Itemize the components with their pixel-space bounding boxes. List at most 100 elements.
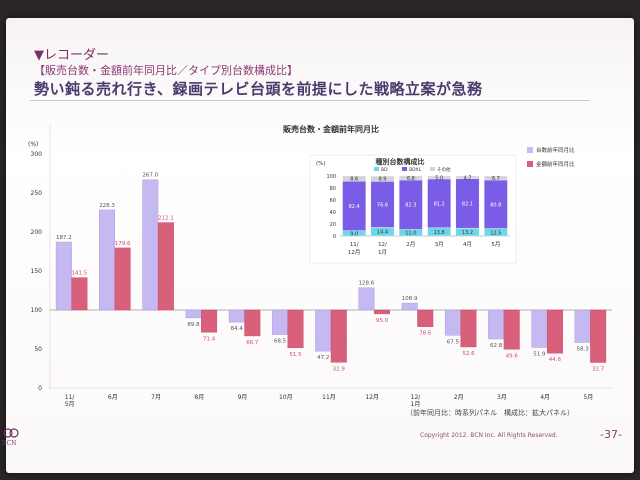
data-label: 228.3	[99, 203, 115, 209]
slide-headline: 勢い鈍る売れ行き、録画テレビ台頭を前提にした戦略立案が急務	[34, 80, 483, 98]
y-tick-label: 150	[31, 268, 43, 275]
bar-units	[272, 309, 288, 335]
x-tick-label: 11/5月	[65, 394, 76, 408]
bar-units	[444, 309, 461, 336]
bar-amount	[460, 309, 477, 348]
data-label: 187.2	[56, 235, 72, 241]
inset-legend-label: BD	[381, 167, 388, 173]
y-tick-label: 100	[31, 307, 43, 314]
bar-units	[358, 287, 375, 311]
data-label: 84.4	[231, 326, 244, 332]
x-tick-label: 2月	[454, 394, 464, 401]
x-tick-label: 6月	[108, 394, 118, 401]
data-label: 32.9	[333, 366, 346, 372]
inset-y-tick: 0	[333, 234, 336, 240]
inset-segment-label: 82.4	[349, 204, 360, 210]
data-label: 67.5	[447, 339, 460, 345]
bar-units	[142, 179, 159, 311]
x-tick-label: 12月	[365, 394, 379, 401]
page-number: -37-	[600, 428, 622, 441]
bar-amount	[546, 309, 563, 354]
chart-title: 販売台数・金額前年同月比	[283, 124, 379, 134]
bar-units	[185, 309, 202, 319]
inset-x-tick: 2月	[406, 241, 415, 248]
inset-segment-label: 82.1	[462, 201, 473, 207]
inset-segment-label: 80.8	[490, 202, 501, 208]
data-label: 212.1	[158, 216, 174, 222]
data-label: 71.4	[203, 336, 216, 342]
data-label: 78.6	[419, 331, 432, 337]
bar-amount	[590, 309, 607, 363]
inset-x-tick: 12/1月	[378, 242, 387, 256]
inset-y-tick: 80	[330, 186, 336, 192]
bcn-logo-icon	[3, 428, 19, 438]
inset-legend-swatch	[430, 167, 435, 171]
inset-title: 種別台数構成比	[376, 157, 425, 166]
data-label: 49.6	[506, 353, 519, 359]
bar-units	[488, 309, 505, 340]
inset-segment-その他	[427, 175, 451, 180]
title-divider	[30, 100, 590, 101]
data-label: 47.2	[317, 355, 329, 361]
legend-swatch	[527, 147, 533, 153]
inset-segment-label: 9.0	[350, 231, 358, 237]
inset-y-tick: 60	[330, 198, 336, 204]
x-tick-label: 10月	[279, 394, 293, 401]
inset-segment-その他	[455, 175, 480, 179]
x-tick-label: 8月	[194, 394, 204, 401]
inset-y-tick: 20	[330, 222, 336, 228]
data-label: 89.8	[187, 322, 200, 328]
x-tick-label: 5月	[583, 394, 593, 401]
bar-units	[55, 241, 72, 311]
inset-segment-その他	[484, 175, 508, 181]
bar-units	[99, 209, 116, 311]
inset-y-unit: (%)	[316, 161, 326, 167]
inset-legend-label: BDXL	[409, 167, 422, 173]
data-label: 128.6	[359, 281, 375, 287]
inset-segment-label: 81.2	[434, 201, 445, 207]
data-label: 68.5	[274, 339, 287, 345]
footnote: （前年同月比：時系列パネル 構成比：拡大パネル）	[406, 409, 574, 417]
inset-segment-その他	[342, 175, 366, 182]
inset-x-tick: 11/12月	[348, 242, 361, 256]
data-label: 32.7	[592, 366, 605, 372]
legend-label: 金額前年同月比	[536, 160, 575, 168]
slide-subtitle: 【販売台数・金額前年同月比／タイプ別台数構成比】	[34, 64, 298, 77]
data-label: 52.6	[462, 351, 475, 357]
data-label: 95.0	[376, 318, 389, 324]
bar-units	[315, 309, 332, 352]
bar-amount	[374, 309, 390, 315]
inset-segment-label: 13.2	[462, 230, 473, 236]
bar-amount	[287, 309, 304, 349]
inset-legend-swatch	[402, 167, 407, 171]
inset-segment-label: 4.7	[464, 175, 472, 181]
bar-amount	[201, 309, 218, 333]
data-label: 62.8	[490, 343, 503, 349]
copyright: Copyright 2012. BCN Inc. All Rights Rese…	[420, 432, 558, 439]
inset-segment-label: 8.9	[379, 177, 387, 183]
data-label: 108.9	[402, 296, 418, 302]
bar-units	[574, 309, 591, 343]
data-label: 58.3	[576, 347, 589, 353]
inset-y-tick: 100	[326, 174, 336, 180]
bar-amount	[114, 247, 131, 311]
bar-amount	[157, 222, 174, 311]
bar-amount	[417, 309, 434, 327]
bar-amount	[71, 277, 88, 311]
bar-amount	[503, 309, 520, 350]
data-label: 141.5	[72, 271, 88, 277]
bar-units	[401, 302, 418, 311]
inset-x-tick: 5月	[491, 241, 500, 248]
inset-x-tick: 4月	[463, 241, 472, 248]
x-tick-label: 11月	[322, 394, 336, 401]
inset-segment-label: 5.0	[435, 176, 443, 182]
logo-text: BCN	[2, 440, 17, 447]
data-label: 267.0	[142, 173, 158, 179]
section-title: ▼レコーダー	[34, 48, 109, 63]
bar-amount	[330, 309, 347, 363]
inset-legend-swatch	[374, 167, 379, 171]
inset-segment-label: 11.0	[405, 231, 416, 237]
data-label: 44.6	[549, 357, 562, 363]
inset-y-tick: 40	[330, 210, 336, 216]
inset-segment-label: 6.7	[492, 176, 500, 182]
